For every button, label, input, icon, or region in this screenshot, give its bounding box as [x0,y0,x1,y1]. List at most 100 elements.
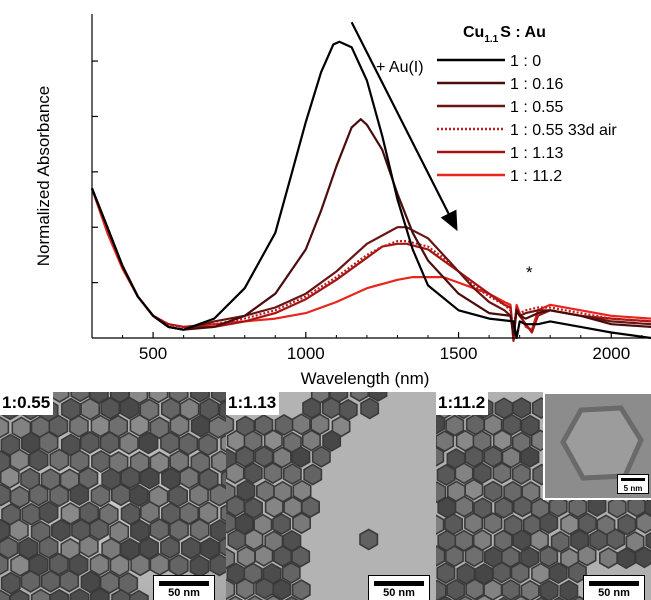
nanocrystal [436,545,446,567]
nanocrystal [78,534,99,558]
series-line-1 [90,118,651,337]
nanocrystal [69,483,90,506]
x-tick-label-1: 1000 [287,344,325,363]
spectra-curves [90,40,651,342]
nanocrystal [284,595,299,600]
nanocrystal [169,518,189,542]
nanocrystal [359,528,379,551]
nanocrystal [454,495,474,518]
legend-label-2: 1 : 0.55 [510,99,563,116]
nanocrystal [272,513,291,536]
nanocrystal [189,483,209,507]
nanocrystal [120,502,141,526]
nanocrystal [90,484,111,508]
panel-label-1: 1:0.55 [0,392,54,415]
series-line-2 [90,188,651,334]
nanocrystal [179,397,200,421]
nanocrystal [130,519,150,543]
nanocrystal [321,397,341,420]
nanocrystal [445,414,465,437]
panel-label-2: 1:1.13 [226,392,280,415]
nanocrystal [464,512,484,535]
nanocrystal [60,502,81,525]
scale-bar-text-1: 50 nm [168,587,200,599]
nanocrystal [436,412,446,435]
nanocrystal [28,483,49,507]
nanocrystal [301,429,321,452]
nanocrystal [350,392,369,402]
scale-bar-text-2: 50 nm [383,587,415,599]
nanocrystal [140,500,160,524]
nanocrystal [226,462,245,485]
nanocrystal [445,545,464,568]
nanocrystal [303,463,323,486]
nanocrystal [235,577,255,600]
nanocrystal [168,554,189,578]
nanocrystal [548,495,568,518]
nanocrystal [218,400,226,421]
nanocrystal [139,466,160,490]
nanocrystal [0,553,9,576]
nanocrystal [292,512,311,535]
nanocrystal [209,483,226,507]
nanocrystal [189,554,210,578]
nanocrystal [138,431,159,455]
nanocrystal [568,561,587,584]
nanocrystal [119,396,140,420]
tem-panel-2: 1:1.13 50 nm [226,392,436,600]
nanocrystal [474,594,494,600]
nanocrystal [28,448,49,472]
nanocrystal [189,518,210,542]
nanocrystal [209,553,226,577]
nanocrystal [129,589,149,600]
nanocrystal [494,496,514,519]
nanocrystal [550,530,570,553]
nanocrystal [577,512,597,535]
nanocrystal [436,446,445,467]
legend-label-3: 1 : 0.55 33d air [510,122,617,139]
nanocrystal [160,431,180,455]
nanocrystal [0,536,19,560]
nanocrystal [49,484,69,508]
nanocrystal [149,518,170,542]
nanocrystal [436,579,447,600]
nanocrystal [436,562,456,585]
nanocrystal [235,445,255,468]
nanocrystal [512,595,530,600]
nanocrystal [510,561,530,584]
nanocrystal [178,432,199,456]
nanocrystal [512,397,532,419]
nanocrystal [69,414,89,438]
nanocrystal [246,595,264,600]
nanocrystal [483,512,503,535]
nanocrystal [218,536,226,557]
nanocrystal [454,462,474,485]
nanocrystal [483,480,503,503]
nanocrystal [282,463,302,486]
legend-label-0: 1 : 0 [510,53,541,70]
nanocrystal [227,528,247,551]
y-axis-label: Normalized Absorbance [34,86,53,266]
nanocrystal [273,545,292,568]
nanocrystal [48,414,69,438]
nanocrystal [291,446,311,468]
nanocrystal [226,578,236,600]
nanocrystal [360,397,380,420]
nanocrystal [20,569,41,593]
nanocrystal [616,547,636,570]
nanocrystal [539,512,559,535]
nanocrystal [587,495,607,518]
nanocrystal [572,595,587,600]
nanocrystal [302,397,322,419]
nanocrystal [577,544,597,567]
nanocrystal [120,537,140,561]
nanocrystal [436,481,447,504]
tem-image-2 [226,392,436,600]
nanocrystal [464,545,484,568]
series-line-4 [90,188,651,342]
nanocrystal [160,536,180,559]
nanocrystal [263,462,283,485]
tem-panel-3: 1:11.2 5 nm 50 nm [436,392,651,600]
nanocrystal [69,588,90,600]
nanocrystal [181,536,201,560]
